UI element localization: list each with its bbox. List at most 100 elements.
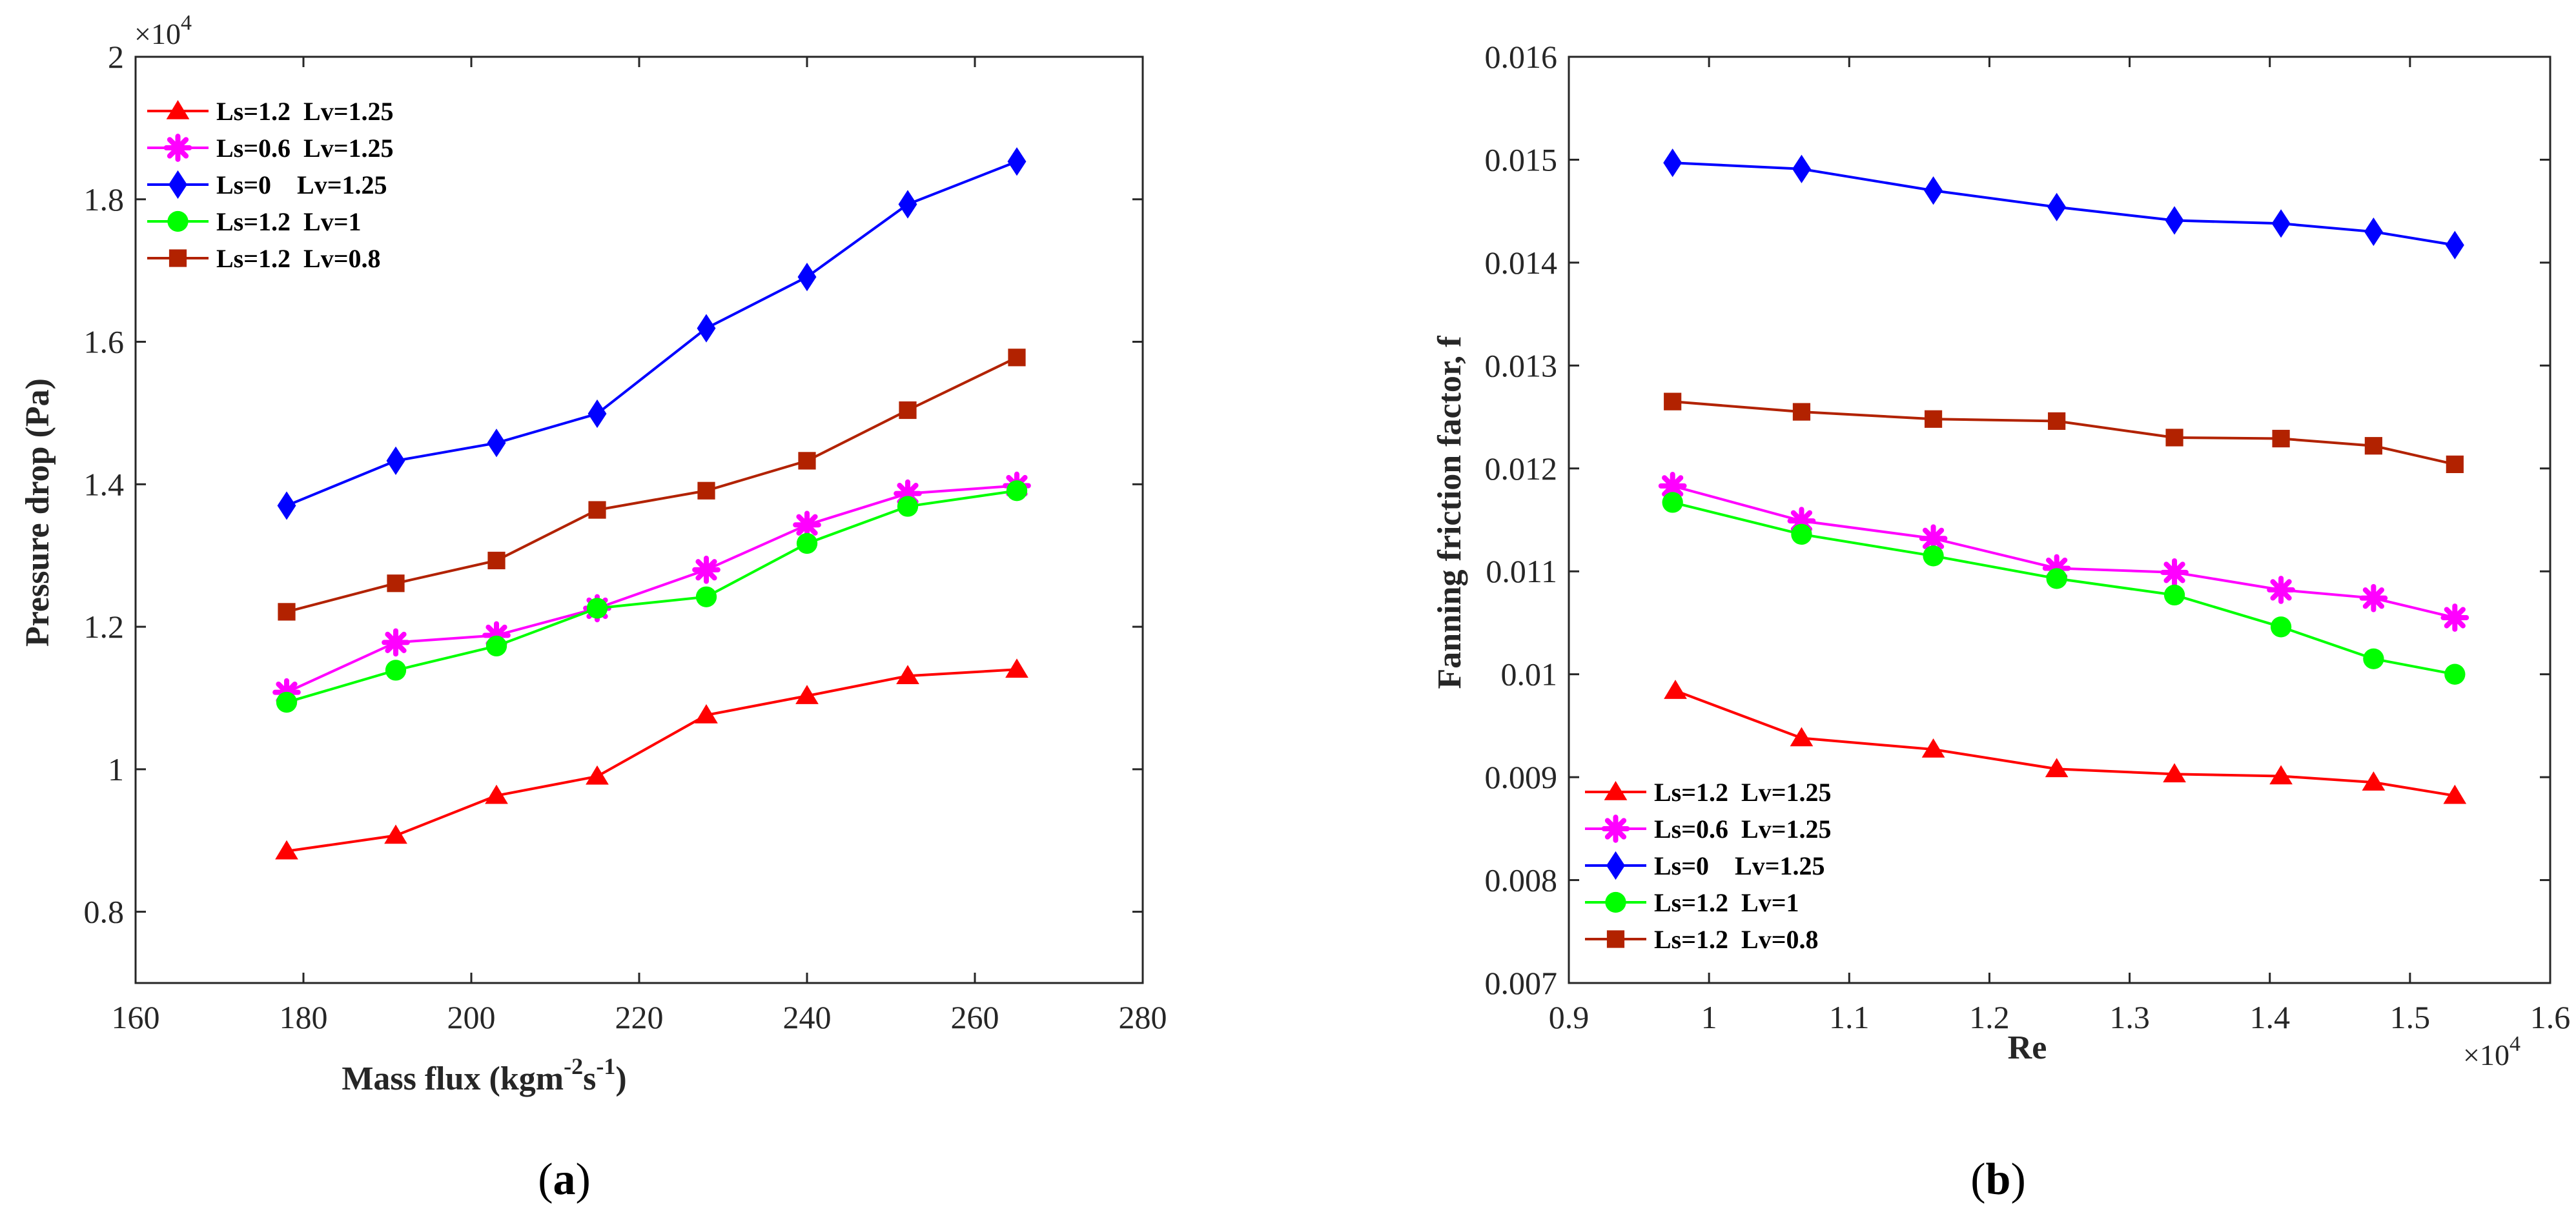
chart-b-x-tick-label: 1 xyxy=(1701,999,1717,1035)
chart-b-series-5-line xyxy=(1672,400,2455,466)
chart-b-series-5-point xyxy=(2364,437,2382,455)
chart-b-x-tick-label: 1.6 xyxy=(2530,999,2571,1035)
chart-a-series-1-line xyxy=(286,668,1017,853)
chart-a-y-tick-label: 1.6 xyxy=(84,324,125,360)
chart-a-series-2-line xyxy=(286,484,1017,694)
chart-a-series-4-point xyxy=(486,635,507,657)
chart-b-legend-label-2: Ls=0.6 Lv=1.25 xyxy=(1654,815,1832,844)
chart-b-series-5-point xyxy=(2048,412,2066,431)
chart-a-x-axis-title: Mass flux (kgm-2s-1) xyxy=(342,1053,626,1097)
chart-b-y-axis-title: Fanning friction factor, f xyxy=(1431,336,1468,689)
chart-b-x-tick-label: 1.3 xyxy=(2109,999,2150,1035)
chart-a-y-tick-label: 1 xyxy=(108,751,124,787)
chart-a-series-3-point xyxy=(697,314,716,343)
chart-b-legend-label-4: Ls=1.2 Lv=1 xyxy=(1654,888,1799,917)
chart-a-legend-label-3: Ls=0 Lv=1.25 xyxy=(216,170,387,199)
chart-a-series-5-line xyxy=(286,356,1017,613)
chart-a-series-3-point xyxy=(1007,147,1027,176)
chart-a-y-exponent: ×104 xyxy=(134,11,192,50)
chart-b-ticks: 0.9 1 1.1 1.2 1.3 1.4 1.5 1.6 0.007 0.008 0.009 0.0… xyxy=(1485,39,2571,1035)
chart-b-legend-marker-4 xyxy=(1605,891,1626,913)
chart-a-series-1-point xyxy=(896,665,919,684)
chart-b-legend-label-3: Ls=0 Lv=1.25 xyxy=(1654,851,1825,880)
chart-b-y-tick-label: 0.014 xyxy=(1485,245,1558,281)
chart-a-series-3-point xyxy=(487,429,506,458)
chart-a-series xyxy=(272,147,1031,860)
chart-b-series-4-line xyxy=(1672,501,2455,676)
chart-b-x-tick-label: 1.4 xyxy=(2249,999,2290,1035)
chart-a-series-3-line xyxy=(286,160,1017,507)
chart-b-series-3-line xyxy=(1672,161,2455,247)
chart-a-legend-marker-3 xyxy=(169,170,187,199)
chart-b-series-1-point xyxy=(1921,738,1945,758)
chart-b-series-4-point xyxy=(2270,616,2292,638)
chart-b-series-4-point xyxy=(1923,545,1944,567)
chart-a-series-4-point xyxy=(586,598,608,619)
chart-a-legend-label-5: Ls=1.2 Lv=0.8 xyxy=(216,244,381,273)
chart-a-axes-box xyxy=(134,56,1144,984)
chart-a-series-1-point xyxy=(485,784,508,804)
chart-a-x-tick-label: 200 xyxy=(447,999,496,1035)
chart-a-y-tick-label: 1.4 xyxy=(84,466,125,502)
chart-a-y-tick-label: 1.2 xyxy=(84,609,125,645)
chart-b-x-tick-label: 0.9 xyxy=(1549,999,1590,1035)
chart-a-series-3-point xyxy=(386,446,405,475)
chart-a-series-3-point xyxy=(797,262,817,292)
chart-a-series-1-point xyxy=(586,765,609,785)
chart-a-legend-marker-4 xyxy=(167,210,189,232)
chart-b-series-4-point xyxy=(1662,492,1683,513)
chart-b-series-3-point xyxy=(2047,192,2067,221)
chart-a-ticks: 160 180 200 220 240 260 280 0.8 1 1.2 1.4 1.6 1.8 2 xyxy=(84,39,1167,1035)
chart-a-series-4-point xyxy=(276,691,298,713)
chart-b-series-5-point xyxy=(1924,410,1943,428)
chart-b-series-4-point xyxy=(2363,648,2384,669)
chart-a-series-4-point xyxy=(385,660,407,681)
chart-b-y-tick-label: 0.008 xyxy=(1485,862,1558,898)
chart-b-y-tick-label: 0.007 xyxy=(1485,965,1558,1001)
chart-a-series-2-point xyxy=(382,628,410,657)
chart-b-legend-marker-3 xyxy=(1606,851,1625,880)
chart-b-series-1-point xyxy=(2269,765,2293,785)
chart-a-legend-label-4: Ls=1.2 Lv=1 xyxy=(216,207,362,236)
chart-b-series-5-point xyxy=(2272,429,2290,448)
chart-a-legend-marker-2 xyxy=(163,134,192,162)
chart-b-x-tick-label: 1.5 xyxy=(2390,999,2431,1035)
chart-a-series-4-point xyxy=(695,586,717,607)
chart-a-x-tick-label: 180 xyxy=(280,999,328,1035)
chart-b-series-2-line xyxy=(1672,484,2455,619)
chart-a-series-1-point xyxy=(695,704,718,724)
chart-b-series-2-point xyxy=(2359,583,2388,613)
chart-a-x-tick-label: 280 xyxy=(1119,999,1167,1035)
chart-a-series-5-point xyxy=(1008,349,1026,367)
chart-b-axes-box xyxy=(1568,56,2551,984)
chart-b-series-1-point xyxy=(1664,680,1687,699)
chart-a-x-tick-label: 240 xyxy=(783,999,832,1035)
chart-b-series-2-point xyxy=(1919,524,1948,553)
chart-b-y-tick-label: 0.011 xyxy=(1486,553,1557,589)
chart-a-x-tick-label: 260 xyxy=(951,999,999,1035)
chart-a-series-5-point xyxy=(798,452,816,470)
chart-b-series-3-point xyxy=(1924,176,1943,205)
chart-b-series-1-point xyxy=(2362,771,2386,791)
chart-b-series-5-point xyxy=(1664,392,1682,410)
chart-a-series-5-point xyxy=(697,481,715,500)
chart-a-series-4-point xyxy=(796,532,818,554)
chart-a-series-2-point xyxy=(692,555,721,584)
chart-a-y-tick-label: 2 xyxy=(108,39,124,75)
chart-b-y-tick-label: 0.01 xyxy=(1501,656,1558,693)
chart-b-series-5-point xyxy=(2446,455,2464,473)
chart-a-pressure-drop: 160 180 200 220 240 260 280 0.8 1 1.2 1.4 1.6 1.8 2 L… xyxy=(19,11,1167,1204)
chart-b-series-1-point xyxy=(2045,758,2069,778)
chart-a-y-tick-label: 1.8 xyxy=(84,181,125,218)
chart-b-x-tick-label: 1.2 xyxy=(1969,999,2010,1035)
chart-a-y-tick-label: 0.8 xyxy=(84,894,125,930)
chart-a-y-axis-title: Pressure drop (Pa) xyxy=(19,378,56,647)
chart-b-y-tick-label: 0.012 xyxy=(1485,451,1558,487)
chart-a-series-4-line xyxy=(286,489,1017,704)
chart-b-x-axis-title: Re xyxy=(2008,1029,2047,1066)
chart-b-series xyxy=(1658,148,2469,804)
chart-b-series-2-point xyxy=(2440,603,2469,632)
chart-a-x-tick-label: 160 xyxy=(112,999,160,1035)
chart-b-series-4-point xyxy=(2444,664,2466,685)
chart-a-series-3-point xyxy=(588,399,607,429)
